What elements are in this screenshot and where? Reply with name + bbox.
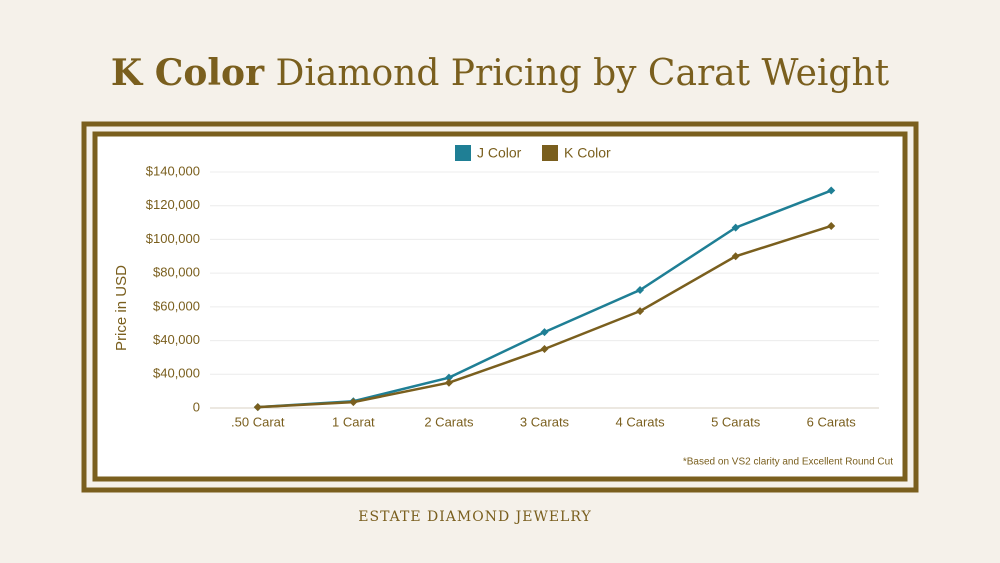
y-tick-label: $120,000 <box>146 197 200 212</box>
y-tick-label: $80,000 <box>153 265 200 280</box>
y-tick-label: 0 <box>193 399 200 414</box>
x-tick-label: 5 Carats <box>711 414 761 429</box>
point <box>827 186 836 195</box>
point <box>253 403 262 412</box>
y-tick-label: $40,000 <box>153 366 200 381</box>
point <box>636 307 645 316</box>
x-tick-label: .50 Carat <box>231 414 285 429</box>
title-text: Diamond Pricing by Carat Weight <box>275 53 889 94</box>
point <box>349 398 358 407</box>
chart-title: K Color Diamond Pricing by Carat Weight <box>111 52 890 94</box>
x-tick-label: 1 Carat <box>332 414 375 429</box>
y-tick-label: $140,000 <box>146 163 200 178</box>
legend-swatch <box>542 145 558 161</box>
x-tick-label: 2 Carats <box>424 414 474 429</box>
y-tick-label: $100,000 <box>146 231 200 246</box>
y-axis-label: Price in USD <box>113 265 130 351</box>
legend-label: K Color <box>564 145 611 161</box>
x-tick-label: 4 Carats <box>616 414 666 429</box>
title-emphasis: K Color <box>111 52 265 94</box>
point <box>731 223 740 232</box>
y-tick-label: $40,000 <box>153 332 200 347</box>
point <box>444 378 453 387</box>
x-tick-label: 6 Carats <box>807 414 857 429</box>
point <box>540 328 549 337</box>
point <box>540 345 549 353</box>
point <box>636 286 645 294</box>
y-tick-label: $60,000 <box>153 298 200 313</box>
frame-outer <box>81 121 919 493</box>
point <box>827 221 836 230</box>
note: *Based on VS2 clarity and Excellent Roun… <box>683 457 893 468</box>
x-tick-label: 3 Carats <box>520 414 570 429</box>
legend-swatch <box>455 145 471 161</box>
point <box>731 252 740 261</box>
legend-label: J Color <box>477 145 522 161</box>
brand: ESTATE DIAMOND JEWELRY <box>358 509 591 525</box>
point <box>444 373 453 382</box>
